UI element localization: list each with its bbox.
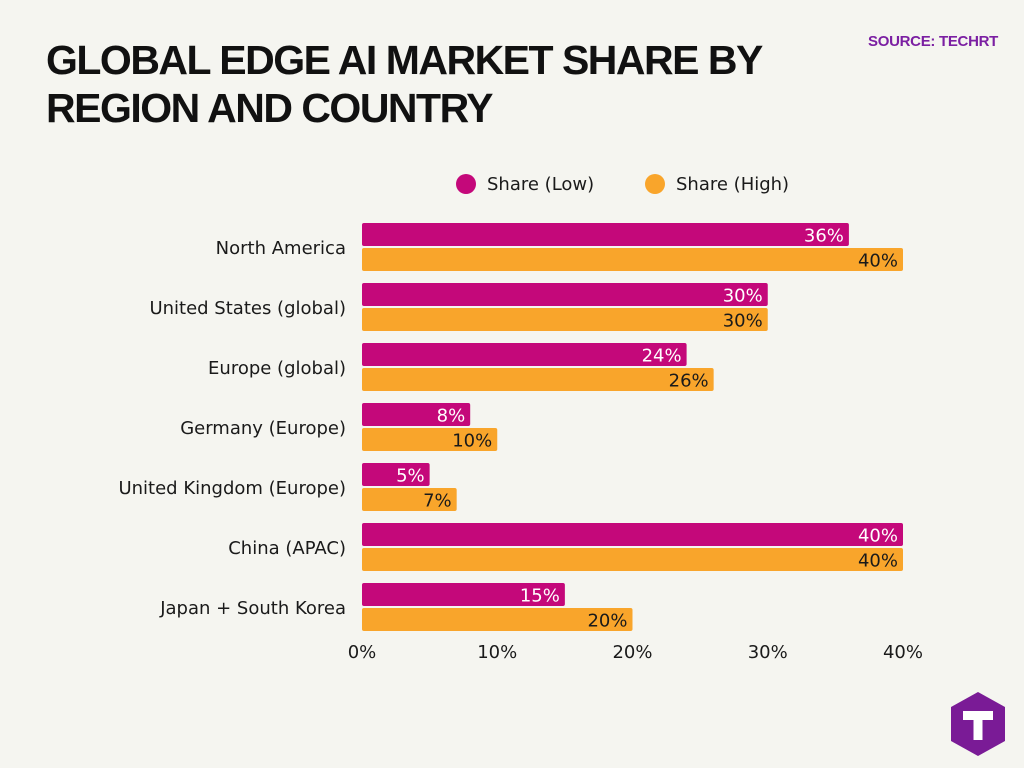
data-label-united-states-global-share-low: 30%	[723, 286, 763, 307]
bar-united-kingdom-europe-share-low	[362, 463, 430, 486]
data-label-north-america-share-low: 36%	[804, 226, 844, 247]
data-label-germany-europe-share-low: 8%	[437, 406, 466, 427]
data-label-china-apac-share-high: 40%	[858, 551, 898, 572]
data-label-china-apac-share-low: 40%	[858, 526, 898, 547]
category-label-germany-europe: Germany (Europe)	[180, 418, 346, 439]
category-label-united-states-global: United States (global)	[149, 298, 346, 319]
x-tick-label: 10%	[477, 642, 517, 663]
x-tick-label: 40%	[883, 642, 923, 663]
legend-marker-share-high	[645, 174, 665, 194]
legend-label-share-low: Share (Low)	[487, 174, 594, 195]
bar-germany-europe-share-high	[362, 428, 498, 451]
x-tick-label: 30%	[748, 642, 788, 663]
category-label-europe-global: Europe (global)	[208, 358, 346, 379]
bar-europe-global-share-low	[362, 343, 687, 366]
legend-marker-share-low	[456, 174, 476, 194]
data-label-europe-global-share-low: 24%	[642, 346, 682, 367]
bar-united-states-global-share-high	[362, 308, 768, 331]
bar-north-america-share-high	[362, 248, 903, 271]
bar-europe-global-share-high	[362, 368, 714, 391]
data-label-germany-europe-share-high: 10%	[452, 431, 492, 452]
techrt-t-logo-icon	[951, 692, 1005, 756]
bar-germany-europe-share-low	[362, 403, 471, 426]
data-label-japan-south-korea-share-high: 20%	[587, 611, 627, 632]
legend-label-share-high: Share (High)	[676, 174, 789, 195]
data-label-japan-south-korea-share-low: 15%	[520, 586, 560, 607]
page-title: GLOBAL EDGE AI MARKET SHARE BY REGION AN…	[46, 37, 763, 131]
source-label: SOURCE: TECHRT	[868, 33, 998, 50]
category-label-united-kingdom-europe: United Kingdom (Europe)	[118, 478, 346, 499]
category-label-china-apac: China (APAC)	[228, 538, 346, 559]
bar-japan-south-korea-share-low	[362, 583, 565, 606]
data-label-united-kingdom-europe-share-low: 5%	[396, 466, 425, 487]
x-tick-label: 20%	[612, 642, 652, 663]
data-label-north-america-share-high: 40%	[858, 251, 898, 272]
bar-japan-south-korea-share-high	[362, 608, 633, 631]
bar-china-apac-share-high	[362, 548, 903, 571]
data-label-united-kingdom-europe-share-high: 7%	[423, 491, 452, 512]
data-label-united-states-global-share-high: 30%	[723, 311, 763, 332]
category-label-japan-south-korea: Japan + South Korea	[159, 598, 346, 619]
bar-united-states-global-share-low	[362, 283, 768, 306]
x-tick-label: 0%	[348, 642, 377, 663]
data-label-europe-global-share-high: 26%	[669, 371, 709, 392]
bar-united-kingdom-europe-share-high	[362, 488, 457, 511]
bar-north-america-share-low	[362, 223, 849, 246]
category-label-north-america: North America	[216, 238, 346, 259]
bar-china-apac-share-low	[362, 523, 903, 546]
